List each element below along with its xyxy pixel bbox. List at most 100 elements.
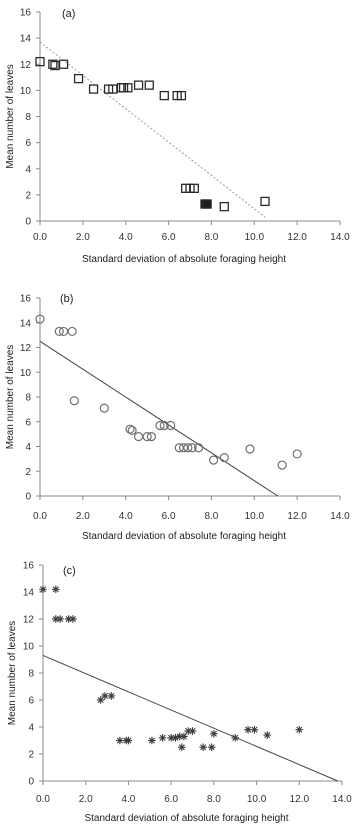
data-point	[260, 196, 270, 207]
y-tick-label: 10	[20, 368, 32, 379]
data-point	[166, 420, 176, 431]
x-axis-label: Standard deviation of absolute foraging …	[82, 531, 286, 542]
y-tick-label: 14	[20, 34, 32, 45]
data-point	[69, 615, 77, 623]
trend-line	[42, 654, 338, 782]
x-axis-label: Standard deviation of absolute foraging …	[84, 813, 288, 824]
data-point	[202, 199, 212, 209]
data-point	[52, 585, 60, 594]
x-tick-label: 8.0	[207, 794, 221, 805]
data-point	[142, 432, 152, 442]
data-point	[178, 743, 186, 752]
x-tick-label: 10.0	[245, 232, 265, 243]
y-tick-label: 10	[20, 86, 32, 97]
data-point	[73, 73, 84, 84]
x-tick-label: 4.0	[119, 511, 133, 522]
data-point	[123, 83, 133, 93]
data-point	[54, 326, 64, 337]
x-tick-label: 6.0	[162, 511, 176, 522]
data-point	[144, 80, 154, 90]
y-tick-label: 16	[20, 294, 32, 305]
data-point	[88, 84, 99, 94]
x-tick-label: 4.0	[121, 794, 135, 805]
x-tick-label: 12.0	[290, 794, 310, 805]
data-point	[127, 425, 137, 436]
data-point	[245, 444, 255, 454]
y-tick-label: 0	[28, 777, 34, 788]
x-tick-label: 2.0	[76, 232, 90, 243]
panel-label: (c)	[63, 565, 76, 577]
data-point	[155, 420, 165, 431]
y-tick-label: 6	[25, 138, 31, 149]
x-tick-label: 14.0	[330, 232, 350, 243]
data-point	[263, 731, 272, 739]
x-tick-label: 0.0	[33, 511, 47, 522]
x-tick-label: 8.0	[204, 511, 218, 522]
trend-line	[39, 340, 279, 497]
y-tick-label: 4	[28, 723, 34, 734]
data-point	[180, 732, 188, 741]
x-tick-label: 0.0	[36, 794, 50, 805]
y-tick-label: 16	[20, 8, 32, 19]
data-point	[146, 432, 157, 442]
data-point	[207, 743, 216, 752]
panel-label: (b)	[60, 293, 73, 305]
data-point	[35, 314, 45, 324]
data-point	[125, 424, 135, 434]
x-tick-label: 6.0	[162, 232, 176, 243]
data-point	[292, 449, 302, 459]
data-point	[67, 326, 77, 337]
trend-line	[39, 41, 266, 218]
data-point	[189, 183, 199, 193]
y-tick-label: 14	[20, 318, 32, 329]
x-tick-label: 8.0	[204, 232, 218, 243]
data-point	[277, 460, 287, 470]
data-point	[69, 396, 79, 406]
y-tick-label: 8	[28, 669, 34, 680]
panel-b: 0 2 4 6 8 10 12 14 16 0.0 2.0 4.0 6.0 8.0 10.0 12.0 14.0…	[5, 293, 350, 542]
y-tick-label: 0	[25, 492, 31, 503]
y-tick-label: 2	[28, 750, 34, 761]
data-point	[199, 743, 207, 752]
data-point	[187, 443, 197, 453]
data-point	[193, 443, 204, 453]
data-point	[183, 443, 193, 453]
y-tick-label: 12	[20, 343, 32, 354]
x-tick-label: 14.0	[332, 794, 352, 805]
data-point	[124, 736, 133, 745]
y-tick-label: 14	[23, 588, 35, 599]
data-point	[250, 725, 259, 734]
data-point	[107, 692, 116, 700]
data-point	[210, 729, 218, 738]
data-point	[48, 59, 58, 69]
x-axis-label: Standard deviation of absolute foraging …	[82, 254, 286, 265]
panel-label: (a)	[62, 8, 75, 20]
x-tick-label: 2.0	[79, 794, 93, 805]
x-tick-label: 10.0	[247, 794, 267, 805]
data-point	[188, 727, 197, 735]
data-point	[99, 403, 109, 413]
y-tick-label: 12	[20, 60, 32, 71]
data-point	[101, 692, 109, 700]
y-tick-label: 16	[23, 561, 35, 572]
data-point	[176, 90, 187, 101]
data-point	[159, 420, 169, 431]
y-tick-label: 10	[23, 642, 35, 653]
data-point	[35, 56, 45, 67]
data-point	[133, 80, 144, 90]
y-axis-label: Mean number of leaves	[7, 621, 18, 726]
panel-c: 0 2 4 6 8 10 12 14 16 0.0 2.0 4.0 6.0 8.0 10.0 12.0 14.0…	[7, 561, 352, 825]
y-tick-label: 6	[25, 417, 31, 428]
y-tick-label: 0	[25, 217, 31, 228]
x-tick-label: 14.0	[330, 511, 350, 522]
data-point	[295, 725, 304, 734]
data-point	[39, 585, 47, 594]
y-tick-label: 2	[25, 190, 31, 201]
data-point	[219, 201, 229, 212]
data-point	[208, 455, 219, 465]
data-point	[231, 734, 240, 742]
y-tick-label: 6	[28, 696, 34, 707]
x-tick-label: 0.0	[33, 232, 47, 243]
data-point	[148, 736, 156, 745]
y-tick-label: 2	[25, 467, 31, 478]
